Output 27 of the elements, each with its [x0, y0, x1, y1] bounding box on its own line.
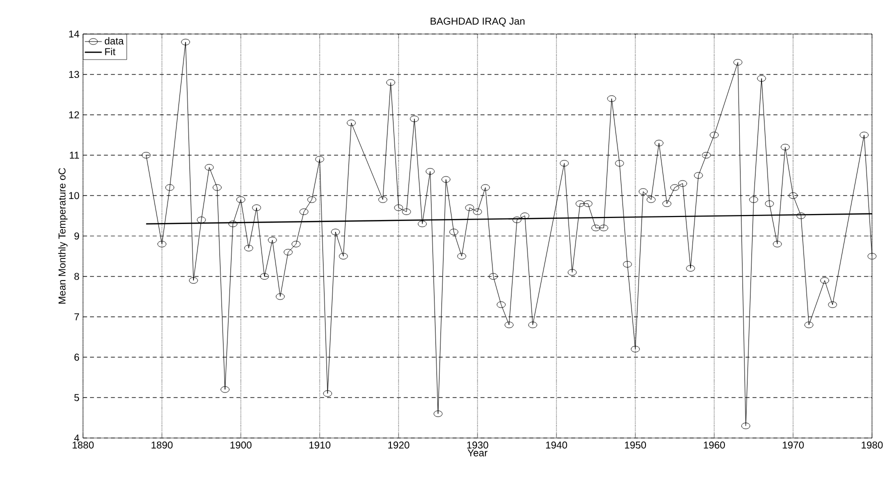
chart-title: BAGHDAD IRAQ Jan: [430, 18, 524, 26]
x-tick-label: 1930: [467, 442, 488, 449]
x-tick-label: 1910: [309, 442, 330, 449]
x-axis-title: Year: [468, 449, 488, 456]
x-tick-label: 1920: [388, 442, 410, 449]
x-tick-label: 1940: [546, 442, 568, 449]
y-tick-label: 5: [74, 394, 80, 402]
x-tick-label: 1960: [704, 442, 725, 449]
y-tick-label: 4: [74, 434, 80, 442]
y-tick-label: 7: [74, 313, 79, 320]
y-tick-label: 9: [74, 232, 80, 240]
y-tick-label: 14: [69, 30, 80, 38]
y-tick-label: 6: [74, 354, 80, 361]
legend-label: data: [104, 37, 124, 44]
y-tick-label: 8: [74, 272, 80, 280]
x-tick-label: 1980: [862, 442, 883, 449]
x-tick-label: 1900: [230, 442, 252, 449]
y-tick-label: 11: [70, 152, 80, 159]
y-tick-label: 10: [69, 192, 80, 200]
x-tick-label: 1950: [624, 442, 646, 449]
legend-label: Fit: [105, 48, 116, 56]
x-tick-label: 1970: [782, 442, 804, 449]
y-tick-label: 12: [69, 111, 79, 118]
x-tick-label: 1880: [72, 442, 94, 449]
y-tick-label: 13: [69, 70, 80, 78]
x-tick-label: 1890: [152, 442, 173, 449]
y-axis-title: Mean Monthly Temperature oC: [58, 168, 68, 304]
